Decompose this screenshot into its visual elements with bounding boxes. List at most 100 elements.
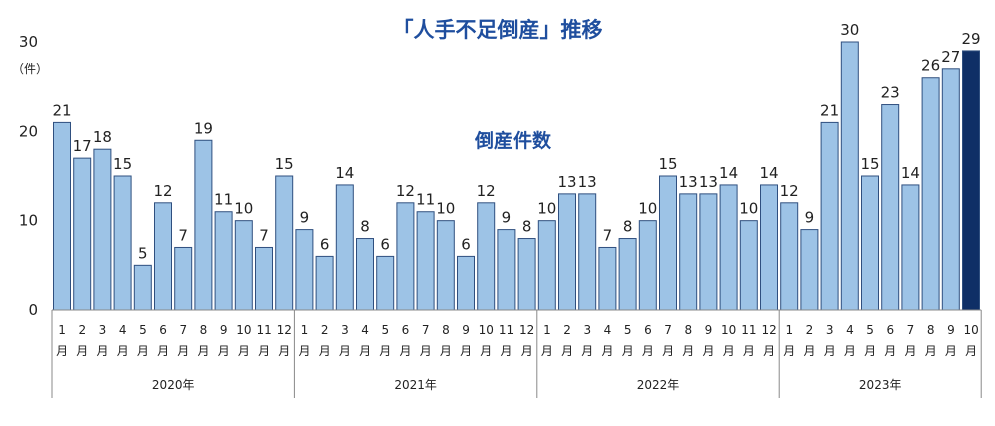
x-tick-month-suffix: 月	[763, 344, 775, 358]
x-tick-label: 6	[886, 323, 894, 337]
bar	[234, 220, 253, 311]
data-label: 10	[234, 200, 253, 218]
data-label: 11	[214, 191, 233, 209]
data-label: 26	[921, 57, 940, 75]
data-label: 8	[360, 218, 370, 236]
bar	[457, 255, 475, 311]
x-tick-label: 3	[583, 323, 591, 337]
x-tick-label: 6	[402, 323, 410, 337]
x-tick-month-suffix: 月	[723, 344, 735, 358]
bar	[416, 211, 435, 311]
bar	[356, 238, 374, 311]
x-tick-month-suffix: 月	[238, 344, 250, 358]
bar	[174, 246, 193, 311]
data-label: 10	[739, 200, 758, 218]
data-label: 9	[805, 209, 815, 227]
x-tick-month-suffix: 月	[601, 344, 613, 358]
data-label: 8	[522, 218, 532, 236]
data-label: 15	[113, 155, 132, 173]
x-tick-label: 9	[220, 323, 228, 337]
x-tick-month-suffix: 月	[420, 344, 432, 358]
chart-subtitle: 倒産件数	[475, 130, 552, 152]
data-label: 12	[477, 182, 496, 200]
bar	[820, 121, 839, 311]
data-label: 12	[396, 182, 415, 200]
bar	[335, 184, 354, 311]
x-tick-month-suffix: 月	[581, 344, 593, 358]
bar	[962, 50, 980, 311]
data-label: 13	[578, 173, 597, 191]
bar	[578, 193, 597, 311]
bar	[53, 121, 71, 311]
bar	[558, 193, 576, 311]
x-tick-label: 5	[624, 323, 632, 337]
x-tick-label: 11	[499, 323, 514, 337]
bar	[436, 220, 455, 311]
x-tick-month-suffix: 月	[96, 344, 108, 358]
x-tick-label: 12	[761, 323, 776, 337]
x-tick-label: 6	[644, 323, 652, 337]
bar	[699, 193, 718, 311]
x-tick-month-suffix: 月	[622, 344, 634, 358]
x-tick-month-suffix: 月	[440, 344, 452, 358]
data-label: 27	[941, 48, 960, 66]
x-tick-month-suffix: 月	[521, 344, 533, 358]
x-tick-label: 2	[78, 323, 86, 337]
data-label: 12	[780, 182, 799, 200]
y-tick-label: 10	[19, 212, 38, 230]
bar	[154, 202, 172, 311]
year-label: 2023年	[859, 378, 902, 392]
data-label: 11	[416, 191, 435, 209]
year-label: 2020年	[152, 378, 195, 392]
y-tick-label: 30	[19, 33, 38, 51]
x-tick-month-suffix: 月	[682, 344, 694, 358]
x-tick-label: 1	[58, 323, 66, 337]
x-tick-month-suffix: 月	[864, 344, 876, 358]
data-label: 6	[461, 235, 471, 253]
data-label: 30	[840, 21, 859, 39]
x-tick-month-suffix: 月	[844, 344, 856, 358]
x-tick-month-suffix: 月	[399, 344, 411, 358]
bar	[537, 220, 556, 311]
x-tick-label: 7	[664, 323, 672, 337]
x-tick-label: 5	[381, 323, 389, 337]
bar	[214, 211, 233, 311]
data-label: 6	[320, 235, 330, 253]
x-tick-month-suffix: 月	[783, 344, 795, 358]
bar	[941, 68, 960, 311]
bar	[93, 148, 112, 311]
x-tick-label: 2	[563, 323, 571, 337]
x-tick-month-suffix: 月	[541, 344, 553, 358]
data-label: 14	[901, 164, 920, 182]
bar	[780, 202, 799, 311]
bar	[255, 246, 273, 311]
chart-title: 「人手不足倒産」推移	[392, 18, 603, 42]
data-label: 13	[679, 173, 698, 191]
data-label: 14	[759, 164, 778, 182]
bar	[295, 229, 314, 311]
data-label: 10	[537, 200, 556, 218]
x-tick-month-suffix: 月	[319, 344, 331, 358]
y-axis-label: （件）	[12, 62, 49, 76]
x-tick-label: 2	[321, 323, 329, 337]
x-tick-month-suffix: 月	[662, 344, 674, 358]
x-tick-label: 6	[159, 323, 167, 337]
x-tick-month-suffix: 月	[561, 344, 573, 358]
bar	[840, 41, 859, 311]
x-tick-month-suffix: 月	[56, 344, 68, 358]
data-label: 5	[138, 244, 148, 262]
x-tick-label: 5	[866, 323, 874, 337]
x-tick-month-suffix: 月	[359, 344, 371, 358]
x-tick-month-suffix: 月	[500, 344, 512, 358]
x-tick-month-suffix: 月	[76, 344, 88, 358]
data-label: 21	[52, 101, 71, 119]
x-tick-month-suffix: 月	[218, 344, 230, 358]
bar	[133, 264, 152, 311]
bar	[679, 193, 698, 311]
data-label: 9	[502, 209, 512, 227]
x-tick-month-suffix: 月	[117, 344, 129, 358]
x-tick-month-suffix: 月	[925, 344, 937, 358]
x-tick-label: 10	[236, 323, 251, 337]
data-label: 12	[153, 182, 172, 200]
